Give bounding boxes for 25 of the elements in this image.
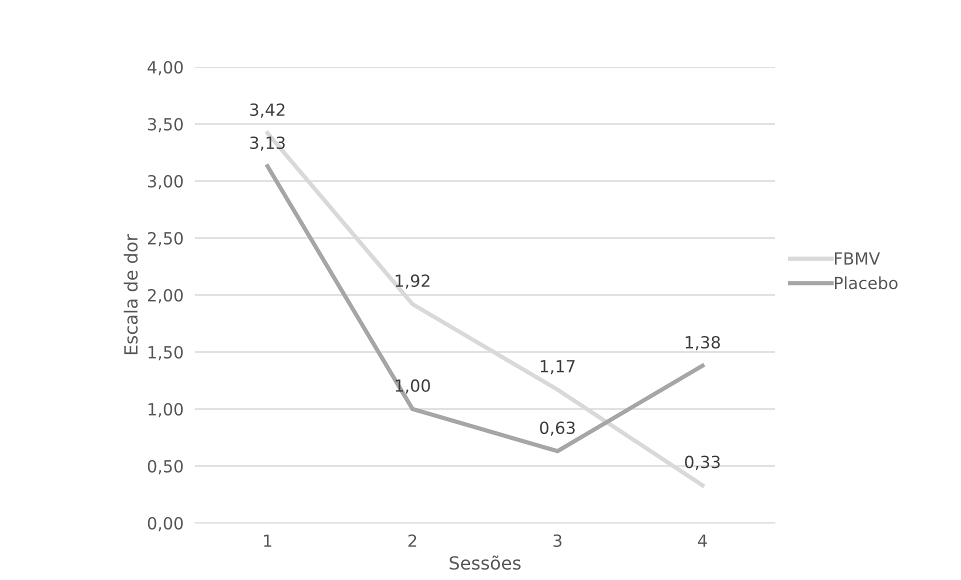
data-label: 3,42 bbox=[250, 103, 284, 118]
x-tick-label: 4 bbox=[698, 534, 707, 547]
data-label: 0,63 bbox=[540, 421, 575, 436]
data-label: 0,33 bbox=[685, 456, 720, 470]
y-tick-label: 0,50 bbox=[148, 460, 183, 474]
legend-label: FBMV bbox=[834, 252, 880, 265]
x-tick-label: 2 bbox=[408, 534, 416, 547]
y-tick-label: 1,50 bbox=[148, 346, 183, 360]
data-label: 1,92 bbox=[396, 274, 430, 289]
legend-label: Placebo bbox=[834, 276, 898, 290]
data-label: 1,00 bbox=[396, 379, 430, 394]
y-tick-label: 0,00 bbox=[148, 516, 183, 532]
y-tick-label: 2,50 bbox=[148, 232, 183, 246]
x-axis-title: Sessões bbox=[450, 555, 521, 570]
y-tick-label: 1,00 bbox=[148, 402, 183, 418]
y-tick-label: 3,00 bbox=[148, 174, 183, 190]
y-tick-label: 2,00 bbox=[148, 288, 183, 304]
data-label: 3,13 bbox=[250, 136, 285, 151]
x-tick-label: 1 bbox=[264, 534, 272, 547]
data-label: 1,38 bbox=[686, 336, 720, 350]
y-tick-label: 4,00 bbox=[148, 60, 183, 76]
y-axis-title: Escala de dor bbox=[124, 234, 138, 354]
data-label: 1,17 bbox=[540, 360, 575, 374]
x-tick-label: 3 bbox=[553, 534, 562, 548]
y-tick-label: 3,50 bbox=[148, 118, 183, 132]
